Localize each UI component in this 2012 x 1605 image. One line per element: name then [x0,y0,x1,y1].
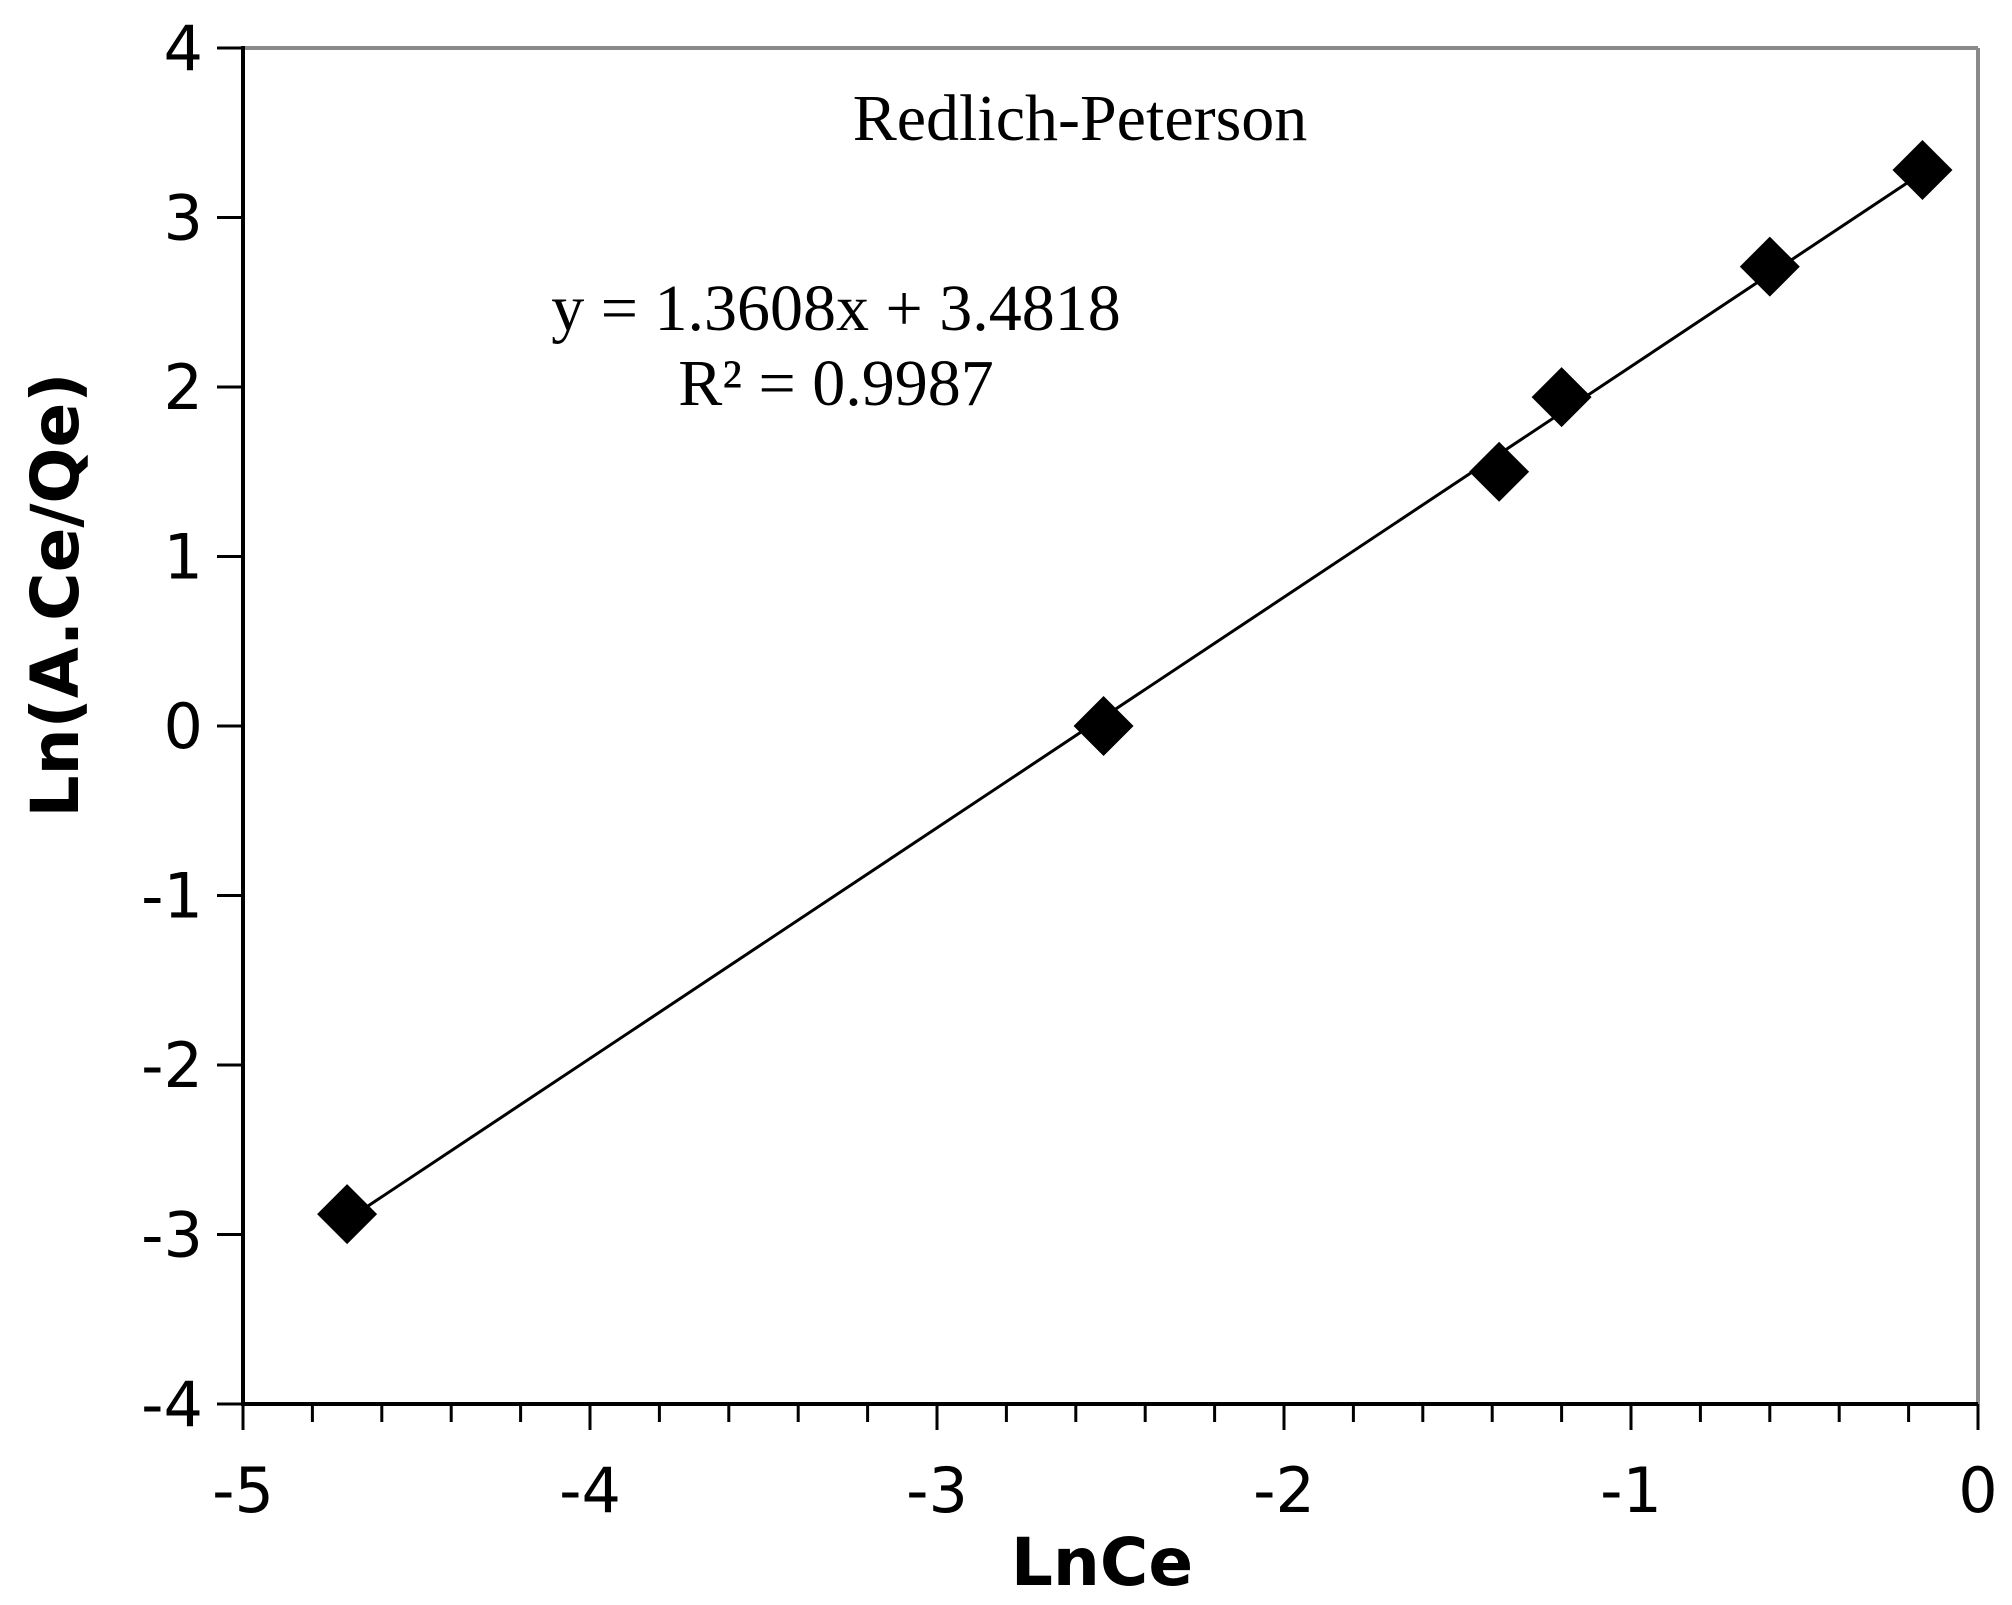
y-tick-label: -4 [141,1368,203,1441]
x-tick-label: -5 [212,1454,274,1527]
trendline-group [346,171,1924,1222]
data-point [1469,441,1530,502]
y-tick-label: 2 [164,351,203,424]
trendline-r-squared: R² = 0.9987 [678,347,994,420]
y-axis: 4 3 2 1 0 -1 -2 -3 -4 [141,12,243,1441]
y-tick-label: 3 [164,182,203,255]
y-tick-label: 4 [164,12,203,85]
x-tick-label: -3 [906,1454,968,1527]
x-axis-title: LnCe [1011,1524,1193,1601]
x-tick-label: -1 [1600,1454,1662,1527]
x-tick-label: -2 [1253,1454,1315,1527]
y-axis-title: Ln(A.Ce/Qe) [17,373,94,818]
y-tick-label: 0 [164,690,203,763]
data-point [1739,236,1800,297]
x-axis: -5 -4 -3 -2 -1 0 [212,1404,1998,1527]
trendline-equation: y = 1.3608x + 3.4818 [551,272,1120,345]
chart-title: Redlich-Peterson [853,82,1308,155]
data-point [1892,140,1953,201]
y-tick-label: -2 [141,1029,203,1102]
y-tick-label: -1 [141,860,203,933]
data-point [1073,696,1134,756]
trendline [346,171,1924,1222]
data-point [317,1184,378,1245]
x-tick-label: -4 [559,1454,621,1527]
y-tick-label: 1 [164,521,203,594]
data-point [1531,367,1592,428]
data-points [317,140,1953,1245]
x-tick-label: 0 [1958,1454,1997,1527]
y-tick-label: -3 [141,1199,203,1272]
